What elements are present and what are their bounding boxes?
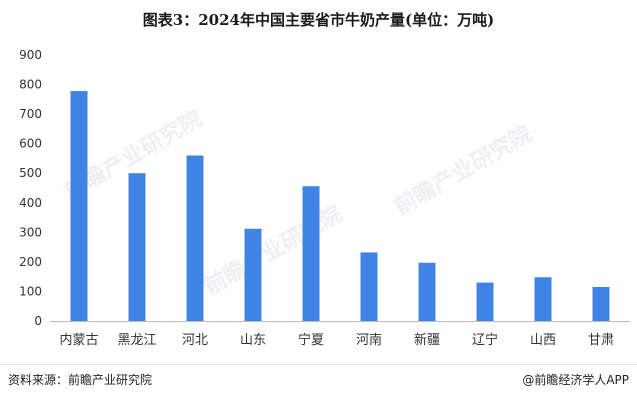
y-tick-label: 900 xyxy=(19,48,42,62)
x-tick-label: 山东 xyxy=(240,333,266,348)
watermark-text: 前瞻产业研究院 xyxy=(390,121,536,221)
y-tick-label: 400 xyxy=(19,196,42,210)
y-tick-label: 800 xyxy=(19,78,42,92)
x-tick-label: 河北 xyxy=(182,333,208,348)
watermark-text: 前瞻产业研究院 xyxy=(200,201,346,301)
bar-6 xyxy=(360,252,378,321)
brand-credit: @前瞻经济学人APP xyxy=(522,373,629,387)
bar-5 xyxy=(302,186,320,321)
bar-2 xyxy=(128,173,146,321)
bar-9 xyxy=(534,277,552,321)
y-tick-label: 500 xyxy=(19,166,42,180)
x-tick-label: 山西 xyxy=(530,333,556,348)
x-tick-label: 黑龙江 xyxy=(117,333,156,348)
x-tick-label: 甘肃 xyxy=(588,333,614,348)
x-tick-label: 辽宁 xyxy=(472,332,498,348)
bar-1 xyxy=(70,91,88,322)
y-tick-label: 0 xyxy=(34,314,42,328)
footer-divider xyxy=(0,364,637,365)
bar-3 xyxy=(186,155,204,321)
y-tick-label: 600 xyxy=(19,137,42,151)
bar-7 xyxy=(418,262,436,321)
bar-8 xyxy=(476,282,494,321)
y-tick-label: 100 xyxy=(19,284,42,298)
bar-10 xyxy=(592,287,610,321)
x-tick-label: 河南 xyxy=(356,332,382,348)
x-tick-label: 内蒙古 xyxy=(59,332,98,348)
x-tick-label: 新疆 xyxy=(414,332,440,348)
source-note: 资料来源：前瞻产业研究院 xyxy=(8,373,153,387)
y-tick-label: 200 xyxy=(19,255,42,269)
bar-4 xyxy=(244,228,262,321)
y-tick-label: 300 xyxy=(19,225,42,239)
chart-title: 图表3：2024年中国主要省市牛奶产量(单位：万吨) xyxy=(142,11,495,29)
y-tick-label: 700 xyxy=(19,107,42,121)
x-tick-label: 宁夏 xyxy=(298,332,324,348)
